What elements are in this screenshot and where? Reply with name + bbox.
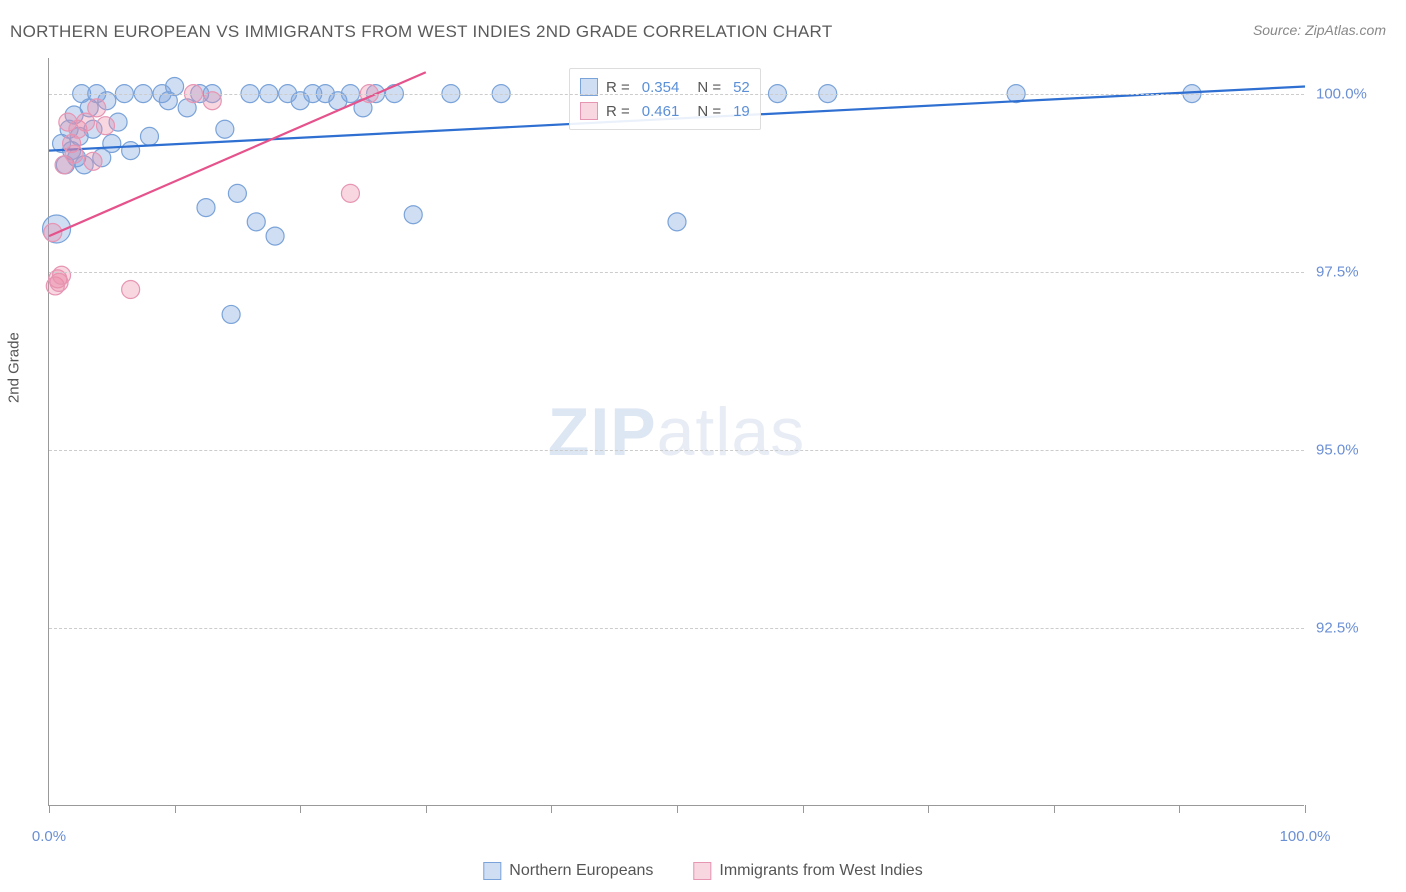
y-tick-label: 95.0% [1316,441,1396,458]
r-value-b: 0.461 [642,103,680,120]
x-tick [300,805,301,813]
plot-area: ZIPatlas R = 0.354 N = 52 R = 0.461 N = … [48,58,1304,806]
x-tick [803,805,804,813]
data-point [65,145,83,163]
chart-svg [49,58,1304,805]
data-point [88,99,106,117]
data-point [668,213,686,231]
bottom-legend: Northern Europeans Immigrants from West … [483,862,922,880]
bottom-legend-item-a: Northern Europeans [483,862,653,880]
chart-title: NORTHERN EUROPEAN VS IMMIGRANTS FROM WES… [10,22,833,42]
data-point [216,120,234,138]
x-tick [928,805,929,813]
legend-row-a: R = 0.354 N = 52 [580,75,750,99]
data-point [103,134,121,152]
data-point [197,199,215,217]
x-tick [426,805,427,813]
x-tick [49,805,50,813]
x-tick [551,805,552,813]
data-point [53,266,71,284]
x-tick [1054,805,1055,813]
x-tick-label: 0.0% [32,828,66,845]
data-point [140,127,158,145]
data-point [247,213,265,231]
data-point [122,142,140,160]
data-point [266,227,284,245]
n-value-b: 19 [733,103,750,120]
legend-swatch-b [580,102,598,120]
data-point [84,152,102,170]
legend-swatch-b-icon [693,862,711,880]
gridline [49,94,1304,95]
y-tick-label: 92.5% [1316,619,1396,636]
series-a-name: Northern Europeans [509,862,653,880]
source-label: Source: ZipAtlas.com [1253,22,1386,38]
r-label: R = [606,103,630,120]
data-point [222,305,240,323]
correlation-legend: R = 0.354 N = 52 R = 0.461 N = 19 [569,68,761,130]
x-tick [1179,805,1180,813]
gridline [49,450,1304,451]
gridline [49,628,1304,629]
series-b-name: Immigrants from West Indies [719,862,922,880]
y-tick-label: 100.0% [1316,85,1396,102]
legend-row-b: R = 0.461 N = 19 [580,99,750,123]
x-tick [1305,805,1306,813]
data-point [228,184,246,202]
x-tick [175,805,176,813]
data-point [97,117,115,135]
data-point [404,206,422,224]
x-tick [677,805,678,813]
legend-swatch-a-icon [483,862,501,880]
data-point [122,281,140,299]
n-label: N = [697,103,721,120]
x-tick-label: 100.0% [1280,828,1331,845]
data-point [341,184,359,202]
bottom-legend-item-b: Immigrants from West Indies [693,862,922,880]
y-tick-label: 97.5% [1316,263,1396,280]
y-axis-label: 2nd Grade [6,332,23,403]
gridline [49,272,1304,273]
